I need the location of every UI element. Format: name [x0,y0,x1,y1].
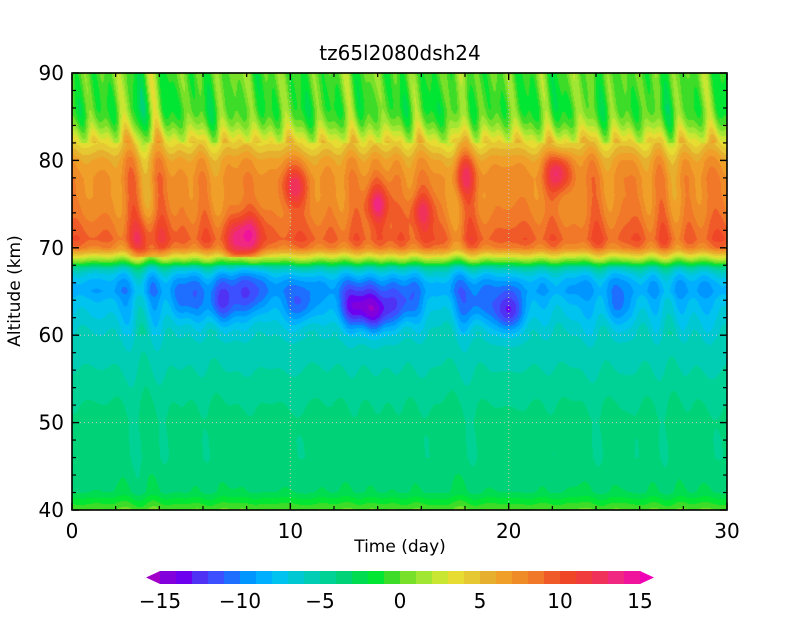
colorbar-swatch [624,571,641,584]
colorbar-tick-label: 0 [394,589,407,613]
colorbar-tick-label: 5 [474,589,487,613]
plot-area: 0 10 20 30 40 50 60 70 80 90 [39,61,740,543]
colorbar-swatch [336,571,353,584]
colorbar-swatch [160,571,177,584]
x-tick-label: 0 [66,519,79,543]
colorbar-swatch [368,571,385,584]
colorbar-tick-label: 15 [627,589,652,613]
y-tick-label: 80 [39,148,64,172]
x-tick-label: 30 [714,519,739,543]
colorbar-swatch [608,571,625,584]
colorbar-tick-label: −5 [305,589,334,613]
colorbar-swatch [240,571,257,584]
colorbar-swatch [512,571,529,584]
chart-title: tz65l2080dsh24 [319,41,480,65]
colorbar-swatch [256,571,273,584]
colorbar-swatch [528,571,545,584]
y-tick-label: 40 [39,498,64,522]
colorbar-arrow-low [146,571,160,584]
y-tick-label: 90 [39,61,64,85]
colorbar-swatch [176,571,193,584]
colorbar-swatch [384,571,401,584]
colorbar-swatch [432,571,449,584]
colorbar-tick-label: −15 [139,589,181,613]
colorbar-swatch [416,571,433,584]
x-axis-ticks: 0 10 20 30 [66,73,740,543]
colorbar-arrow-high [640,571,654,584]
colorbar-swatch [496,571,513,584]
colorbar-swatch [224,571,241,584]
colorbar-swatch [448,571,465,584]
colorbar-swatch [288,571,305,584]
y-axis-ticks: 40 50 60 70 80 90 [39,61,727,522]
colorbar-swatch [304,571,321,584]
heatmap-field [72,73,727,510]
colorbar-swatch [192,571,209,584]
colorbar-swatch [272,571,289,584]
colorbar-swatch [480,571,497,584]
colorbar-tick-label: −10 [219,589,261,613]
y-tick-label: 60 [39,323,64,347]
y-axis-label: Altitude (km) [5,235,25,347]
colorbar-swatch [592,571,609,584]
plot-frame [71,72,728,511]
colorbar-swatch [464,571,481,584]
x-tick-label: 10 [278,519,303,543]
dotted-gridlines [72,73,727,510]
x-axis-label: Time (day) [353,537,446,557]
colorbar-tick-label: 10 [547,589,572,613]
colorbar-swatch [208,571,225,584]
colorbar-swatch [320,571,337,584]
colorbar-swatch [544,571,561,584]
colorbar-swatch [576,571,593,584]
colorbar: −15 −10 −5 0 5 10 15 [139,571,654,613]
colorbar-swatch [400,571,417,584]
y-tick-label: 70 [39,236,64,260]
y-tick-label: 50 [39,411,64,435]
colorbar-swatch [352,571,369,584]
x-tick-label: 20 [496,519,521,543]
colorbar-swatch [560,571,577,584]
